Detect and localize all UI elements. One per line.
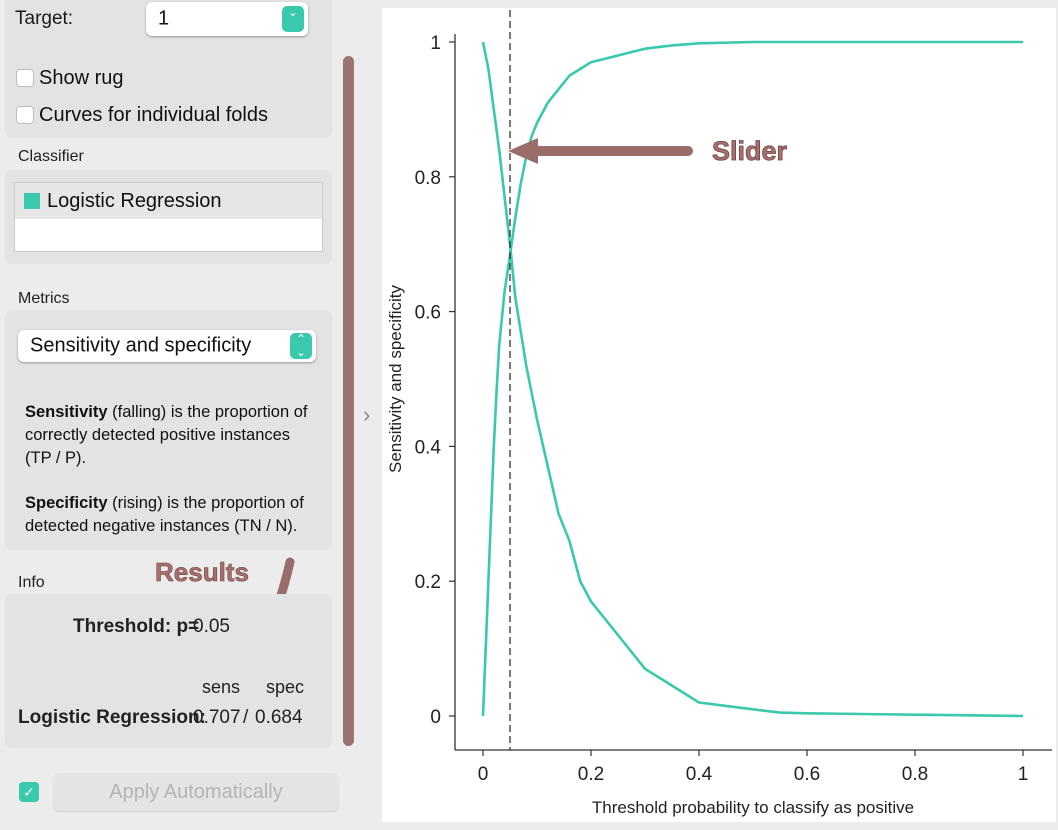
curves-folds-label[interactable]: Curves for individual folds [39,104,268,126]
x-tick-label: 0.8 [902,764,928,785]
specificity-description: Specificity (rising) is the proportion o… [25,492,304,538]
chevron-right-icon[interactable]: › [363,402,371,427]
y-tick-label: 1 [430,33,441,54]
result-spec-value: 0.684 [255,707,303,728]
result-row-label: Logistic Regression: [18,707,206,728]
result-sens-value: 0.707 [193,707,241,728]
slider-arrow [508,138,693,164]
target-value: 1 [158,7,170,30]
y-axis-label: Sensitivity and specificity [386,284,405,473]
y-tick-label: 0.6 [415,303,441,324]
chevron-down-icon: ⌄ [282,6,304,32]
curves-folds-checkbox[interactable] [16,106,34,124]
target-combo[interactable]: 1 ⌄ [146,2,308,36]
chart[interactable]: 0 0.2 0.4 0.6 0.8 1 0 0.2 0.4 0.6 0.8 1 Threshold p… [382,8,1056,822]
x-tick-label: 1 [1018,764,1029,785]
sens-column-label: sens [202,677,241,697]
y-tick-label: 0.4 [415,437,442,458]
metrics-heading: Metrics [18,290,70,307]
spec-column-label: spec [266,677,305,697]
sensitivity-line3: (TP / P). [25,449,87,467]
results-annotation: Results [155,557,250,588]
sensitivity-description: Sensitivity (falling) is the proportion … [25,401,308,470]
metrics-combo[interactable]: Sensitivity and specificity ⌃ ⌄ [18,330,316,362]
info-box: Threshold: p= 0.05 sens spec Logistic Re… [5,594,332,748]
chart-axes: 0 0.2 0.4 0.6 0.8 1 0 0.2 0.4 0.6 0.8 1 [415,33,1052,785]
show-rug-checkbox[interactable] [16,69,34,87]
threshold-label: Threshold: p= [73,616,200,637]
control-panel: Target: 1 ⌄ Show rug Curves for individu… [0,0,362,830]
chevron-updown-icon: ⌃ ⌄ [290,333,312,359]
x-tick-label: 0.2 [578,764,604,785]
plot-area: 0 0.2 0.4 0.6 0.8 1 0 0.2 0.4 0.6 0.8 1 Threshold p… [382,8,1056,822]
target-label: Target: [15,8,74,29]
series-line-specificity [481,40,1023,717]
apply-automatically-checkbox[interactable]: ✓ [19,782,39,802]
classifier-item[interactable]: Logistic Regression [15,183,322,219]
info-heading: Info [18,574,45,591]
y-tick-label: 0 [430,707,441,728]
classifier-heading: Classifier [18,148,84,165]
apply-automatically-button[interactable]: Apply Automatically [53,773,339,811]
sensitivity-text: (falling) is the proportion of [112,403,308,421]
classifier-color-swatch [24,193,40,209]
x-axis-label: Threshold probability to classify as pos… [592,798,914,817]
classifier-list[interactable]: Logistic Regression [14,182,323,252]
metrics-value: Sensitivity and specificity [30,334,252,357]
slider-annotation: Slider [712,136,788,166]
panel-splitter[interactable] [343,56,354,746]
specificity-text: (rising) is the proportion of [112,494,304,512]
target-box: Target: 1 ⌄ Show rug Curves for individu… [5,0,332,138]
y-tick-label: 0.2 [415,572,441,593]
metrics-box: Sensitivity and specificity ⌃ ⌄ Sensitivi… [5,310,332,550]
x-tick-label: 0.4 [686,764,713,785]
x-tick-label: 0.6 [794,764,820,785]
sensitivity-line2: correctly detected positive instances [25,426,291,444]
show-rug-label[interactable]: Show rug [39,67,124,89]
sensitivity-term: Sensitivity [25,403,108,421]
threshold-value: 0.05 [193,616,230,637]
x-tick-label: 0 [478,764,489,785]
specificity-line2: detected negative instances (TN / N). [25,517,298,535]
classifier-item-label: Logistic Regression [47,190,222,212]
result-separator: / [243,707,249,728]
y-tick-label: 0.8 [415,168,441,189]
classifier-box: Logistic Regression [5,170,332,264]
specificity-term: Specificity [25,494,108,512]
